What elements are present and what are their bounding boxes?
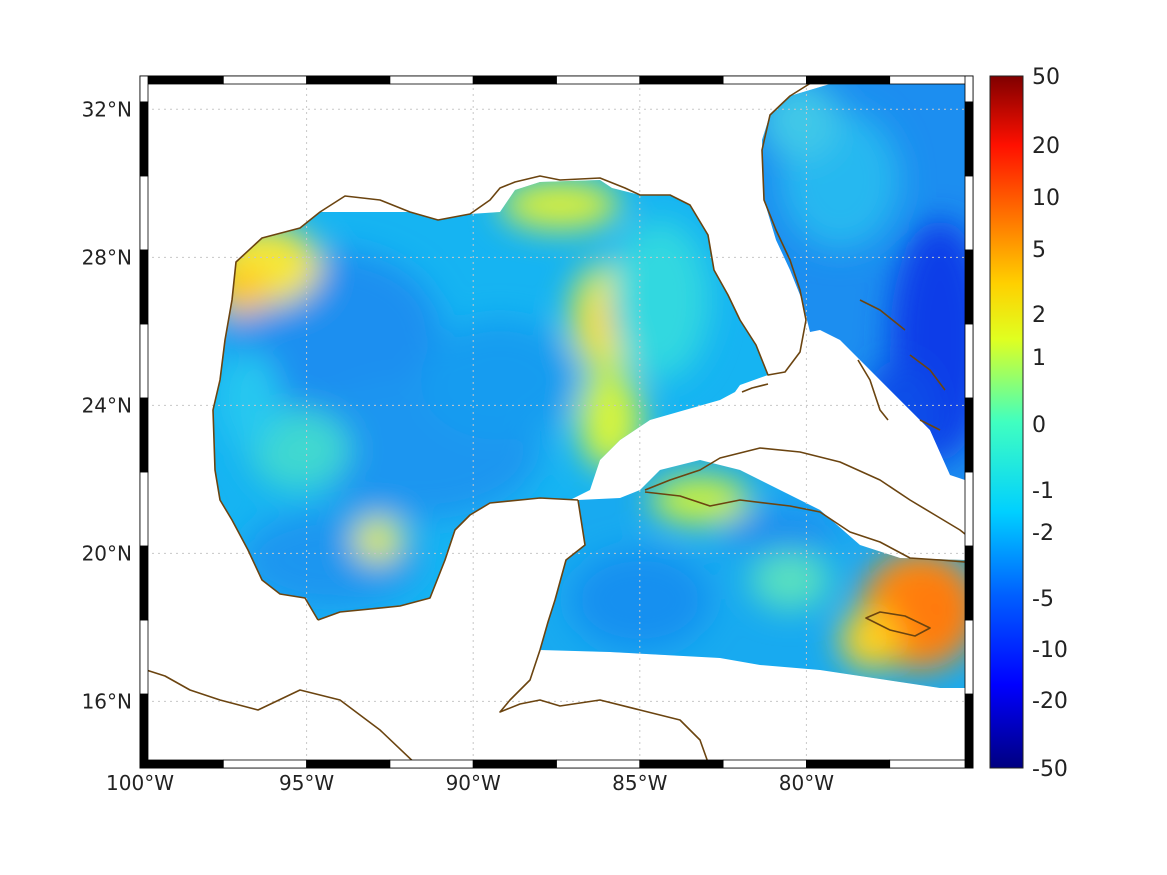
- lon-tick-label: 80°W: [779, 771, 834, 795]
- frame-segment-bottom: [722, 759, 807, 769]
- frame-segment-left: [139, 101, 149, 177]
- colorbar-tick-label: 1: [1032, 346, 1046, 371]
- lon-tick-label: 90°W: [446, 771, 501, 795]
- colorbar-tick-label: 5: [1032, 238, 1046, 263]
- colorbar-tick-label: -10: [1032, 638, 1068, 663]
- colorbar-tick-label: -5: [1032, 587, 1054, 612]
- frame-segment-left: [139, 75, 149, 103]
- frame-segment-left: [139, 397, 149, 473]
- frame-segment-right: [964, 249, 974, 325]
- frame-segment-top: [889, 75, 974, 85]
- scalar-field: [213, 84, 965, 688]
- coastline-florida-keys: [741, 383, 769, 393]
- colorbar-gradient: [990, 76, 1023, 768]
- frame-segment-left: [139, 693, 149, 769]
- atlantic-field: [762, 84, 965, 480]
- frame-segment-bottom: [222, 759, 308, 769]
- frame-segment-right: [964, 471, 974, 547]
- frame-segment-left: [139, 323, 149, 399]
- colorbar-tick-label: 10: [1032, 186, 1060, 211]
- frame-segment-left: [139, 545, 149, 621]
- frame-segment-top: [306, 75, 391, 85]
- lat-tick-label: 28°N: [82, 245, 132, 269]
- frame-segment-top: [389, 75, 474, 85]
- frame-segment-left: [139, 471, 149, 547]
- colorbar-tick-label: 50: [1032, 65, 1060, 90]
- frame-segment-left: [139, 249, 149, 325]
- coastlines: [139, 75, 966, 769]
- coastline-gulf-north: [139, 75, 823, 769]
- coastline-bahamas: [857, 299, 946, 431]
- lat-tick-label: 16°N: [82, 689, 132, 713]
- colorbar-border: [989, 75, 1024, 769]
- frame-segment-bottom: [306, 759, 391, 769]
- lon-tick-label: 85°W: [612, 771, 667, 795]
- latitude-tick-labels: 32°N 28°N 24°N 20°N 16°N: [82, 97, 132, 713]
- lat-tick-label: 32°N: [82, 97, 132, 121]
- frame-segment-right: [964, 75, 974, 103]
- colorbar-tick-label: -2: [1032, 521, 1054, 546]
- frame-segment-right: [964, 175, 974, 251]
- colorbar-tick-label: 2: [1032, 303, 1046, 328]
- lon-tick-label: 100°W: [106, 771, 174, 795]
- frame-segment-bottom: [139, 759, 224, 769]
- frame-segment-left: [139, 619, 149, 695]
- frame-segment-top: [556, 75, 641, 85]
- frame-segment-bottom: [806, 759, 891, 769]
- frame-segment-top: [472, 75, 557, 85]
- coastline-jamaica: [865, 611, 931, 637]
- frame-segment-bottom: [472, 759, 557, 769]
- frame-segment-right: [964, 545, 974, 621]
- colorbar-tick-label: 0: [1032, 413, 1046, 438]
- frame-segment-top: [639, 75, 724, 85]
- frame-segment-right: [964, 693, 974, 769]
- caribbean-field: [540, 460, 965, 688]
- colorbar-tick-label: 20: [1032, 134, 1060, 159]
- frame-segment-right: [964, 397, 974, 473]
- frame-segment-bottom: [389, 759, 474, 769]
- frame-segment-right: [964, 619, 974, 695]
- frame-segment-top: [139, 75, 224, 85]
- frame-segment-bottom: [639, 759, 724, 769]
- longitude-tick-labels: 100°W 95°W 90°W 85°W 80°W: [106, 771, 834, 795]
- frame-segment-top: [722, 75, 807, 85]
- colorbar-tick-label: -20: [1032, 689, 1068, 714]
- frame-segment-left: [139, 175, 149, 251]
- lat-tick-label: 24°N: [82, 393, 132, 417]
- lon-tick-label: 95°W: [279, 771, 334, 795]
- map-frame: [139, 75, 974, 769]
- lat-tick-label: 20°N: [82, 541, 132, 565]
- colorbar-tick-label: -50: [1032, 757, 1068, 782]
- frame-segment-bottom: [889, 759, 974, 769]
- colorbar-tick-label: -1: [1032, 479, 1054, 504]
- frame-segment-right: [964, 323, 974, 399]
- coastline-cuba: [644, 447, 966, 563]
- frame-segment-top: [222, 75, 308, 85]
- frame-segment-bottom: [556, 759, 641, 769]
- coastline-yucatan-east: [499, 499, 711, 769]
- frame-segment-right: [964, 101, 974, 177]
- frame-segment-top: [806, 75, 891, 85]
